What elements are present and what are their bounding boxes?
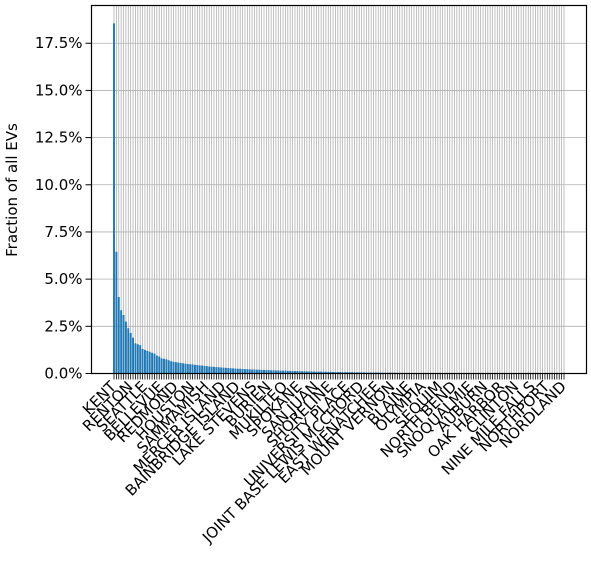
x-axis: KENTRENTONSEATTLEBELLEVUEREDMONDHOUSTONS… <box>79 374 570 547</box>
bar <box>144 350 146 374</box>
bar <box>163 359 165 374</box>
bar <box>154 354 156 374</box>
bar <box>130 333 132 374</box>
bar-series <box>113 23 570 373</box>
bar <box>189 364 191 373</box>
y-tick-label: 10.0% <box>35 176 83 194</box>
bar <box>134 343 136 373</box>
bar <box>223 368 225 374</box>
bar <box>249 369 251 373</box>
bar <box>232 368 234 373</box>
bar <box>220 367 222 373</box>
bar <box>127 328 129 373</box>
plot-frame <box>92 6 587 374</box>
bar <box>120 310 122 373</box>
bar <box>165 359 167 373</box>
bar <box>199 365 201 373</box>
bar <box>113 23 115 373</box>
bar <box>192 364 194 373</box>
bar <box>132 338 134 374</box>
x-gridlines <box>114 6 564 374</box>
bar <box>227 368 229 373</box>
bar <box>177 363 179 374</box>
bar <box>234 369 236 374</box>
y-axis: 0.0% 2.5% 5.0% 7.5% 10.0% 12.5% 15.0% 17.5% <box>35 34 92 382</box>
bar <box>173 362 175 374</box>
bar <box>196 365 198 373</box>
bar <box>225 368 227 374</box>
y-gridlines <box>92 43 587 373</box>
bar <box>118 297 120 373</box>
bar <box>175 362 177 373</box>
y-tick-label: 17.5% <box>35 34 83 52</box>
y-tick-label: 12.5% <box>35 129 83 147</box>
bar <box>168 360 170 373</box>
bar <box>237 369 239 374</box>
bar <box>244 369 246 373</box>
bar <box>180 363 182 374</box>
bar <box>194 365 196 374</box>
bar <box>156 356 158 374</box>
bar <box>161 358 163 373</box>
bar <box>246 369 248 373</box>
y-tick-label: 15.0% <box>35 81 83 99</box>
bar <box>146 351 148 374</box>
bar <box>204 366 206 374</box>
y-axis-label: Fraction of all EVs <box>3 123 21 257</box>
bar <box>151 353 153 374</box>
bar <box>187 364 189 373</box>
y-tick-label: 7.5% <box>44 223 82 241</box>
y-tick-label: 0.0% <box>44 365 82 383</box>
bar <box>218 367 220 373</box>
bar <box>239 369 241 374</box>
bar <box>158 357 160 374</box>
bar <box>211 367 213 374</box>
y-tick-label: 5.0% <box>44 270 82 288</box>
bar <box>213 367 215 374</box>
bar <box>215 367 217 373</box>
bar <box>142 349 144 374</box>
bar <box>206 366 208 373</box>
bar <box>242 369 244 374</box>
bar <box>115 252 117 374</box>
bar <box>230 368 232 373</box>
y-tick-label: 2.5% <box>44 317 82 335</box>
bar <box>125 322 127 374</box>
bar <box>139 345 141 373</box>
bar <box>201 366 203 374</box>
bar <box>149 352 151 374</box>
bar <box>182 363 184 373</box>
bar <box>184 364 186 374</box>
bar <box>208 367 210 374</box>
bar <box>137 344 139 373</box>
bar <box>123 315 125 374</box>
bar <box>170 361 172 373</box>
